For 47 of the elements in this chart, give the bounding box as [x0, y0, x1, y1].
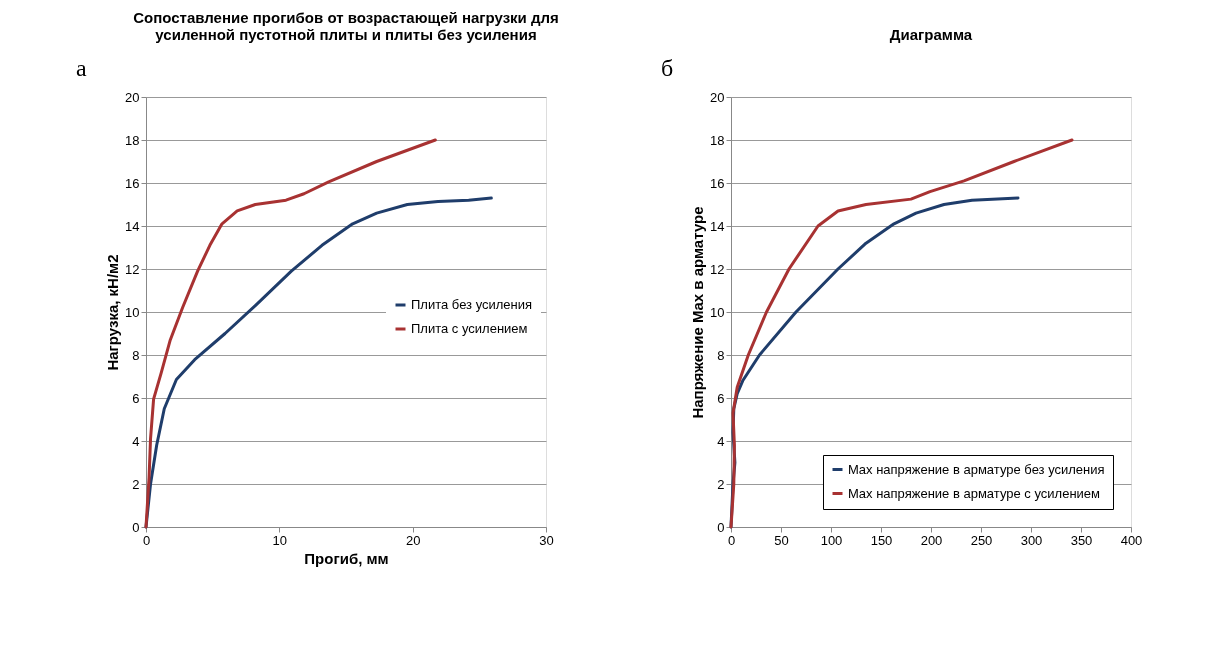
- chart-title: Диаграмма: [889, 26, 973, 43]
- x-tick-label: 300: [1020, 532, 1043, 548]
- x-tick-label: 0: [142, 532, 151, 548]
- y-tick-label: 10: [125, 304, 140, 320]
- y-tick-label: 16: [125, 175, 140, 191]
- x-tick-label: 200: [920, 532, 943, 548]
- x-tick-label: 150: [870, 532, 893, 548]
- text: б: [661, 55, 674, 81]
- y-tick-label: 12: [710, 261, 725, 277]
- x-tick-label: 50: [774, 532, 789, 548]
- y-tick-label: 0: [717, 519, 725, 535]
- x-tick-label: 10: [272, 532, 288, 548]
- y-tick-label: 14: [710, 218, 725, 234]
- x-tick-label: 100: [820, 532, 843, 548]
- text: усиленной пустотной плиты и плиты без усиления: [155, 26, 537, 43]
- legend-label: Плита с усилением: [411, 321, 528, 336]
- y-tick-label: 4: [132, 433, 140, 449]
- text: а: [76, 55, 87, 81]
- legend-label: Max напряжение в арматуре с усилением: [848, 485, 1101, 501]
- y-tick-label: 8: [132, 347, 140, 363]
- y-axis-title: Напряжение Max в арматуре: [689, 206, 707, 419]
- y-tick-label: 20: [710, 89, 725, 105]
- y-tick-label: 6: [132, 390, 140, 406]
- y-tick-label: 4: [717, 433, 725, 449]
- legend-label: Max напряжение в арматуре без усиления: [848, 461, 1105, 477]
- x-tick-label: 20: [405, 532, 421, 548]
- y-tick-label: 6: [717, 390, 725, 406]
- y-tick-label: 18: [710, 132, 725, 148]
- x-tick-label: 30: [539, 532, 554, 548]
- x-tick-label: 250: [970, 532, 993, 548]
- x-tick-label: 350: [1070, 532, 1093, 548]
- y-tick-label: 2: [717, 476, 725, 492]
- y-tick-label: 20: [125, 89, 140, 105]
- y-tick-label: 10: [710, 304, 725, 320]
- legend-label: Плита без усиления: [411, 297, 533, 312]
- text: Сопоставление прогибов от возрастающей нагрузки для: [133, 9, 559, 26]
- y-tick-label: 16: [710, 175, 725, 191]
- y-tick-label: 2: [132, 476, 140, 492]
- y-tick-label: 18: [125, 132, 140, 148]
- y-axis-title: Нагрузка, кН/м2: [104, 254, 122, 371]
- y-tick-label: 8: [717, 347, 725, 363]
- x-axis-title: Прогиб, мм: [304, 549, 389, 567]
- x-tick-label: 400: [1120, 532, 1143, 548]
- y-tick-label: 14: [125, 218, 140, 234]
- y-tick-label: 12: [125, 261, 140, 277]
- y-tick-label: 0: [132, 519, 140, 535]
- x-tick-label: 0: [727, 532, 736, 548]
